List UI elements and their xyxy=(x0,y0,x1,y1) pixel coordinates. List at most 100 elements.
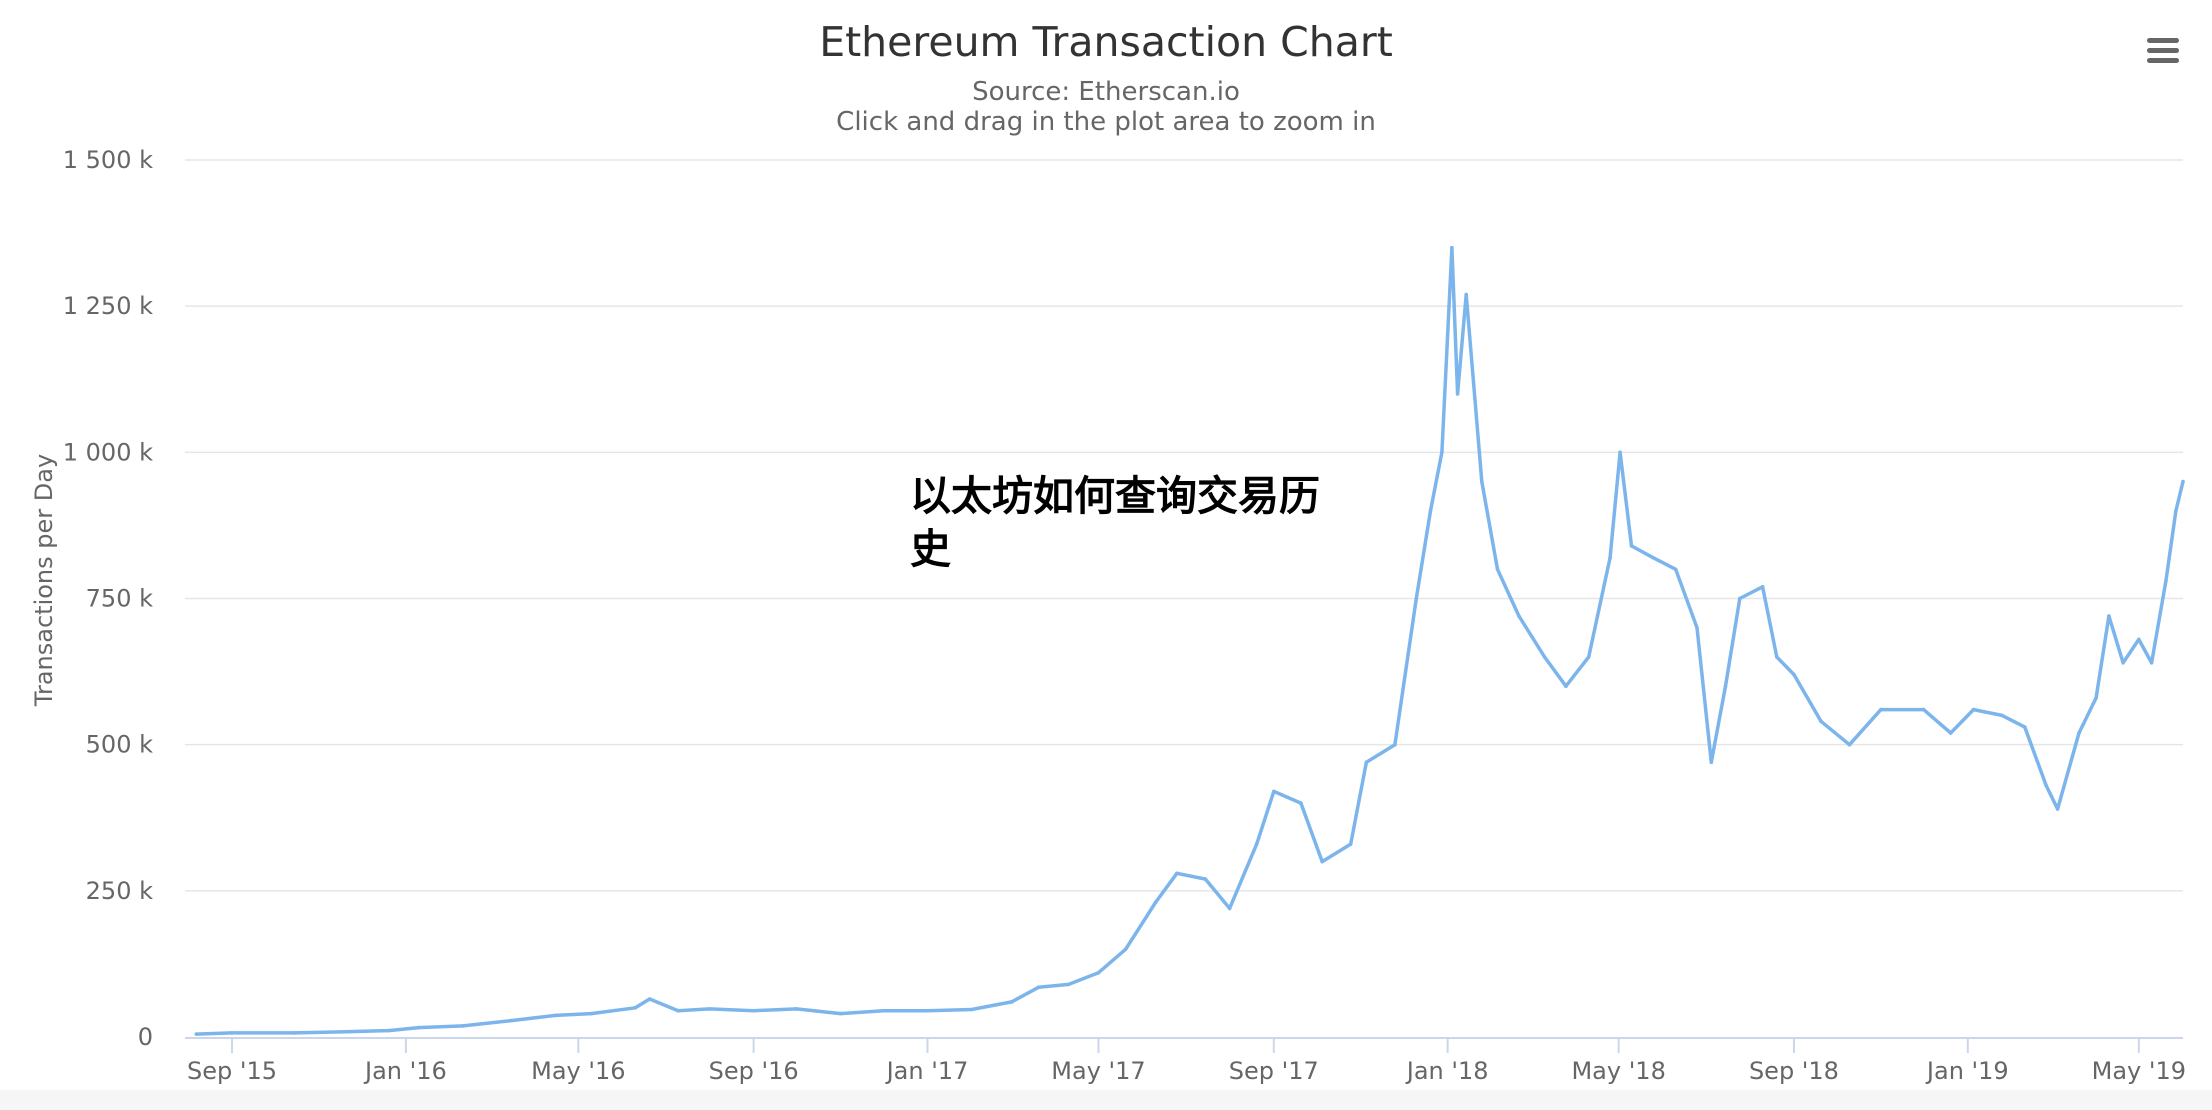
data-point xyxy=(633,1006,638,1010)
data-point xyxy=(1066,982,1071,987)
x-tick-label: May '19 xyxy=(2092,1057,2186,1085)
data-point xyxy=(461,1024,465,1028)
data-point xyxy=(1651,555,1655,560)
data-point xyxy=(1414,596,1419,601)
data-point xyxy=(2107,614,2111,618)
data-point xyxy=(1629,544,1634,548)
data-point xyxy=(387,1028,391,1033)
data-point xyxy=(2149,661,2154,665)
overlay-caption-line2: 史 xyxy=(910,525,951,573)
data-point xyxy=(1009,1000,1014,1004)
data-point xyxy=(1847,742,1852,747)
data-point xyxy=(1495,567,1500,572)
data-point xyxy=(1760,585,1765,589)
x-tick-label: Jan '18 xyxy=(1405,1057,1489,1085)
data-point xyxy=(344,1029,348,1034)
data-point xyxy=(194,1032,199,1036)
data-point xyxy=(1879,707,1883,712)
data-point xyxy=(1948,731,1953,735)
data-point xyxy=(1480,479,1484,484)
data-point xyxy=(292,1031,297,1035)
y-axis-title: Transactions per Day xyxy=(30,454,58,707)
data-point xyxy=(1450,245,1454,250)
x-tick-label: May '17 xyxy=(1051,1057,1145,1085)
x-tick-label: Jan '17 xyxy=(885,1057,969,1085)
data-point xyxy=(1203,877,1208,881)
data-point xyxy=(1695,625,1699,630)
data-point xyxy=(1792,672,1796,677)
data-point xyxy=(1618,450,1622,455)
data-point xyxy=(2094,696,2098,700)
series-line xyxy=(194,245,2185,1036)
data-point xyxy=(1428,509,1433,513)
x-tick-label: Jan '16 xyxy=(363,1057,447,1085)
data-point xyxy=(1775,655,1779,659)
hamburger-menu-icon[interactable] xyxy=(2145,36,2181,66)
axes: 0 250 k 500 k 750 k 1 000 k 1 250 k 1 500 k Sep… xyxy=(63,146,2186,1085)
data-point xyxy=(1819,719,1823,724)
data-point xyxy=(553,1013,558,1018)
data-point xyxy=(1227,906,1232,911)
y-tick-label: 500 k xyxy=(86,731,153,759)
y-tick-label: 1 250 k xyxy=(63,292,153,320)
data-point xyxy=(676,1008,680,1013)
data-point xyxy=(1517,614,1521,618)
data-point xyxy=(1123,947,1128,952)
data-point xyxy=(1709,760,1714,764)
data-point xyxy=(2164,579,2168,583)
chart-title: Ethereum Transaction Chart xyxy=(819,18,1393,66)
data-point xyxy=(1096,970,1101,975)
data-point xyxy=(1608,555,1612,560)
data-point xyxy=(1564,684,1568,688)
data-point xyxy=(1586,655,1591,659)
data-point xyxy=(1364,760,1369,764)
data-point xyxy=(881,1008,886,1013)
data-point xyxy=(2077,731,2081,735)
data-point xyxy=(1299,801,1303,805)
data-point xyxy=(1272,789,1276,794)
data-point xyxy=(1440,450,1444,455)
x-tick-label: May '18 xyxy=(1571,1057,1665,1085)
chart-subtitle-source: Source: Etherscan.io xyxy=(972,77,1240,107)
x-tick-label: Sep '17 xyxy=(1229,1057,1319,1085)
page-footer-strip xyxy=(0,1090,2212,1110)
series-layer xyxy=(194,245,2185,1036)
data-point xyxy=(1723,684,1728,688)
x-tick-label: Sep '18 xyxy=(1749,1057,1839,1085)
data-point xyxy=(1153,900,1158,905)
x-tick-label: Jan '19 xyxy=(1925,1057,2009,1085)
data-point xyxy=(2137,637,2141,642)
data-point xyxy=(416,1025,421,1030)
data-point xyxy=(1971,707,1976,712)
y-tick-label: 1 500 k xyxy=(63,146,153,174)
x-tick-label: Sep '15 xyxy=(187,1057,277,1085)
data-point xyxy=(1036,985,1041,990)
data-point xyxy=(1254,842,1259,846)
data-point xyxy=(794,1007,799,1011)
y-tick-label: 1 000 k xyxy=(63,438,153,466)
data-point xyxy=(1320,859,1324,864)
grid-lines xyxy=(185,159,2183,892)
data-point xyxy=(751,1008,756,1013)
data-point xyxy=(969,1007,974,1012)
data-point xyxy=(589,1011,593,1016)
data-point xyxy=(230,1031,234,1035)
y-tick-label: 250 k xyxy=(86,877,153,905)
data-point xyxy=(707,1007,712,1011)
data-point xyxy=(925,1008,930,1013)
data-point xyxy=(1921,707,1926,712)
data-point xyxy=(1464,292,1468,297)
data-point xyxy=(1673,567,1678,572)
data-point xyxy=(1175,871,1179,876)
overlay-caption-line1: 以太坊如何查询交易历 xyxy=(910,472,1320,520)
data-point xyxy=(1542,655,1547,659)
x-tick-label: Sep '16 xyxy=(709,1057,799,1085)
data-point xyxy=(2000,713,2004,718)
data-point xyxy=(509,1018,514,1023)
y-tick-label: 0 xyxy=(138,1023,153,1051)
data-point xyxy=(2055,807,2060,811)
data-point xyxy=(1348,842,1353,846)
data-point xyxy=(2174,509,2178,513)
y-tick-label: 750 k xyxy=(86,585,153,613)
